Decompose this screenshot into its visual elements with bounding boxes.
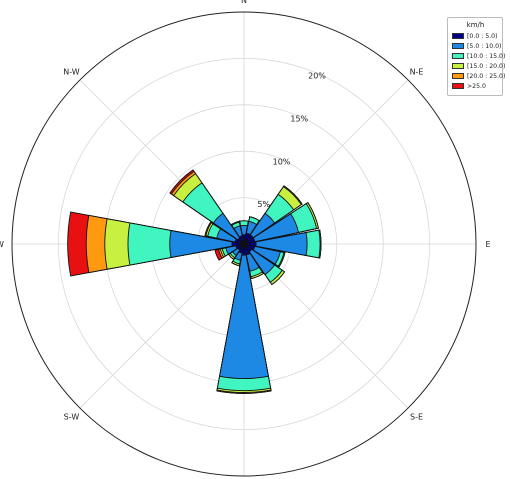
legend-swatch — [452, 73, 464, 79]
grid-spoke — [79, 243, 245, 409]
legend-swatch — [452, 33, 464, 39]
sector-NE — [243, 185, 303, 245]
legend-label: [20.0 : 25.0) — [467, 72, 506, 80]
legend-item: [10.0 : 15.0) — [452, 51, 505, 61]
bar-E-bin-1 — [243, 232, 308, 256]
direction-label-S-W: S-W — [64, 413, 80, 422]
bar-S-bin-1 — [219, 243, 269, 380]
sector-SSE — [243, 243, 264, 280]
legend-item: >25.0 — [452, 81, 499, 91]
legend: km/h [0.0 : 5.0) [5.0 : 10.0) [10.0 : 15.0… — [447, 17, 505, 96]
legend-label: >25.0 — [467, 82, 486, 90]
sector-NW — [169, 169, 245, 245]
sector-S — [216, 243, 272, 394]
legend-label: [0.0 : 5.0) — [467, 32, 498, 40]
radial-tick-labels: 5% 10% 15% 20% — [257, 72, 326, 210]
sector-ENE — [243, 201, 319, 245]
legend-item: [5.0 : 10.0) — [452, 41, 502, 51]
legend-swatch — [452, 43, 464, 49]
outer-circle — [11, 11, 477, 477]
sector-W — [67, 211, 245, 277]
bar-NNW-bin-0 — [238, 235, 245, 245]
direction-labels: NN-EES-ESS-WWN-W — [0, 0, 491, 422]
radial-tick-label: 15% — [290, 114, 308, 123]
wind-rose-bars — [67, 169, 322, 394]
legend-item: [20.0 : 25.0) — [452, 71, 505, 81]
legend-title: km/h — [466, 21, 485, 29]
legend-label: [15.0 : 20.0) — [467, 62, 506, 70]
bar-NW-bin-1 — [212, 212, 245, 245]
legend-label: [5.0 : 10.0) — [467, 42, 502, 50]
legend-item: [15.0 : 20.0) — [452, 61, 505, 71]
sector-WSW — [214, 243, 245, 261]
direction-label-N-W: N-W — [63, 67, 80, 76]
bar-W-bin-1 — [169, 230, 245, 258]
legend-label: [10.0 : 15.0) — [467, 52, 506, 60]
bar-SE-bin-1 — [243, 243, 276, 276]
radial-tick-label: 5% — [257, 200, 270, 209]
direction-label-S-E: S-E — [410, 413, 423, 422]
sector-SE — [243, 243, 286, 286]
radial-tick-label: 10% — [273, 157, 291, 166]
sector-SSW — [231, 243, 245, 267]
sector-SW — [228, 243, 245, 260]
sector-WNW — [204, 221, 245, 245]
sector-NNW — [230, 220, 245, 245]
bar-ENE-bin-1 — [243, 213, 299, 245]
direction-label-N-E: N-E — [410, 67, 424, 76]
direction-label-W: W — [0, 240, 4, 249]
legend-swatch — [452, 83, 464, 89]
sector-E — [243, 229, 322, 259]
outer-boundary — [11, 11, 477, 477]
legend-items: [0.0 : 5.0) [5.0 : 10.0) [10.0 : 15.0) [15.… — [452, 31, 505, 91]
legend-swatch — [452, 63, 464, 69]
direction-label-N: N — [241, 0, 247, 5]
legend-item: [0.0 : 5.0) — [452, 31, 499, 41]
sector-ESE — [243, 243, 286, 268]
radial-tick-label: 20% — [308, 72, 326, 81]
direction-label-E: E — [485, 240, 490, 249]
sector-NNE — [243, 216, 260, 245]
legend-swatch — [452, 53, 464, 59]
